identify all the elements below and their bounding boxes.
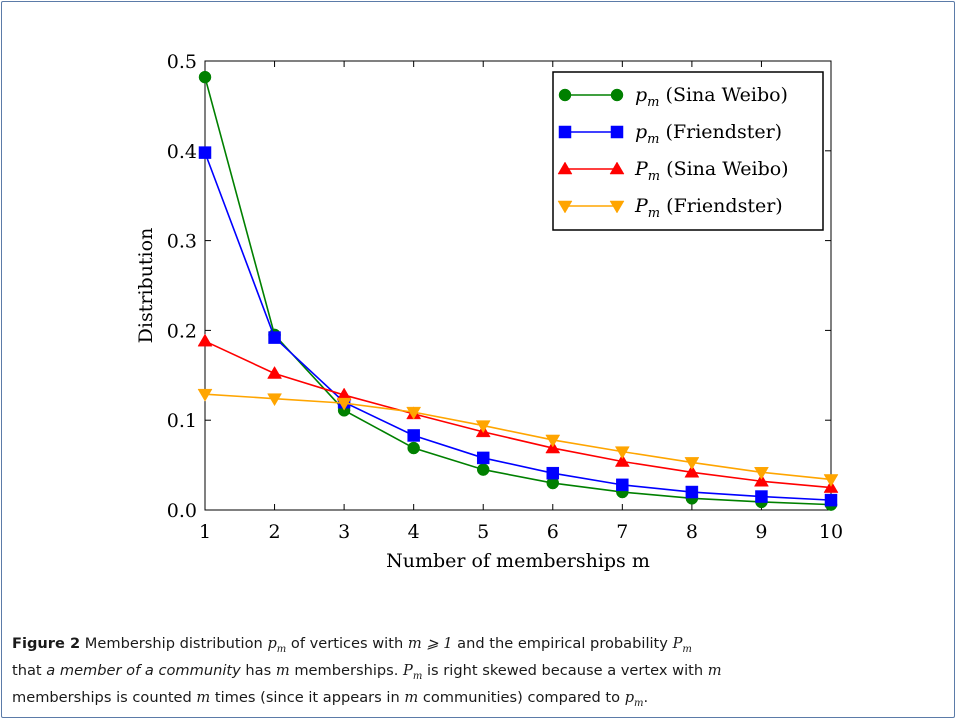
x-axis-title: Number of memberships m	[386, 550, 650, 572]
caption-text: of vertices with	[290, 635, 404, 652]
legend-entry: Pm (Friendster)	[557, 195, 783, 221]
data-point	[546, 466, 560, 480]
data-point	[754, 467, 769, 480]
legend-marker	[558, 125, 572, 139]
x-tick-label: 1	[199, 521, 211, 543]
data-point	[614, 454, 630, 467]
x-tick-label: 5	[477, 521, 489, 543]
data-point	[197, 333, 213, 347]
caption-emphasis: a member of a community	[46, 661, 241, 679]
series-line	[204, 340, 832, 489]
data-point	[198, 70, 212, 84]
x-tick-label: 10	[819, 521, 843, 543]
data-point	[336, 397, 352, 411]
data-point	[823, 474, 839, 487]
caption-text: has	[245, 661, 272, 679]
caption-text: memberships is counted	[12, 688, 192, 706]
legend: pm (Sina Weibo) pm (Friendster) Pm (Sina W…	[552, 71, 824, 231]
x-tick-label: 2	[269, 521, 281, 543]
plot-area	[204, 60, 832, 511]
data-point	[755, 490, 768, 503]
data-point	[684, 464, 700, 478]
x-tick-label: 3	[338, 521, 350, 543]
legend-box	[552, 71, 824, 231]
data-point	[407, 441, 420, 455]
data-point	[616, 478, 629, 492]
caption-text: Membership distribution	[84, 635, 263, 652]
caption-math: m	[707, 661, 722, 679]
legend-marker	[609, 200, 625, 214]
x-tick-label: 7	[616, 521, 628, 543]
legend-marker	[557, 161, 573, 175]
caption-math: m	[196, 688, 211, 706]
caption-math: Pm	[403, 661, 423, 682]
y-tick-label: 0.0	[167, 500, 197, 522]
x-tick-label: 8	[686, 521, 698, 543]
caption-math: m	[404, 688, 419, 706]
legend-label: Pm (Sina Weibo)	[634, 158, 789, 184]
caption-math: Pm	[672, 635, 692, 655]
caption-math: m ⩾ 1	[407, 635, 453, 652]
data-point	[684, 457, 700, 470]
y-axis-title: Distribution	[135, 228, 157, 344]
legend-entry: Pm (Sina Weibo)	[557, 158, 789, 184]
legend-label: pm (Sina Weibo)	[635, 84, 788, 110]
data-point	[476, 451, 490, 465]
caption-math: pm	[267, 635, 287, 655]
legend-label: Pm (Friendster)	[634, 195, 783, 221]
y-tick-label: 0.1	[167, 410, 197, 432]
data-point	[267, 393, 282, 407]
data-point	[545, 434, 561, 448]
x-tick-label: 9	[755, 521, 767, 543]
series-line	[204, 152, 832, 501]
y-tick-label: 0.2	[167, 320, 197, 342]
legend-label: pm (Friendster)	[635, 121, 782, 147]
series-line	[204, 76, 832, 506]
data-point	[198, 146, 212, 159]
data-point	[268, 331, 281, 344]
legend-marker	[609, 161, 625, 175]
x-tick-label: 6	[547, 521, 559, 543]
data-point	[267, 366, 282, 379]
legend-entry: pm (Friendster)	[558, 121, 782, 147]
data-point	[407, 429, 420, 442]
plot-layer: 1 2 3 4 5 6 7 8 9 10 0.0 0.1 0.2 0.3 0.4 0.5 Number of m…	[135, 51, 843, 572]
figure-caption: Figure 2 Membership distribution pm of v…	[12, 635, 722, 709]
x-tick-label: 4	[408, 521, 420, 543]
chart: 1 2 3 4 5 6 7 8 9 10 0.0 0.1 0.2 0.3 0.4 0.5 Number of m…	[135, 51, 843, 572]
legend-marker	[558, 88, 572, 102]
data-point	[476, 463, 490, 476]
data-point	[197, 388, 213, 402]
legend-marker	[557, 200, 573, 214]
data-point	[685, 485, 699, 499]
data-point	[824, 493, 838, 507]
caption-math: pm	[624, 688, 644, 709]
caption-text: memberships.	[294, 661, 399, 679]
legend-entry: pm (Sina Weibo)	[558, 84, 788, 110]
series-line	[204, 393, 832, 481]
data-point	[475, 420, 491, 434]
legend-marker	[610, 88, 624, 102]
caption-text: times (since it appears in	[214, 688, 400, 706]
series-3	[197, 388, 839, 487]
caption-text: that	[12, 661, 42, 679]
y-tick-label: 0.4	[167, 141, 197, 163]
caption-text: communities) compared to	[422, 688, 621, 706]
caption-text: and the empirical probability	[457, 635, 668, 652]
legend-marker	[610, 125, 624, 139]
y-tick-label: 0.3	[167, 231, 197, 253]
y-tick-label: 0.5	[167, 51, 197, 73]
data-point	[754, 473, 769, 487]
caption-text: is right skewed because a vertex with	[426, 661, 704, 679]
data-point	[406, 406, 422, 420]
caption-math: m	[275, 661, 290, 679]
caption-label: Figure 2	[12, 635, 81, 652]
data-point	[614, 446, 630, 460]
